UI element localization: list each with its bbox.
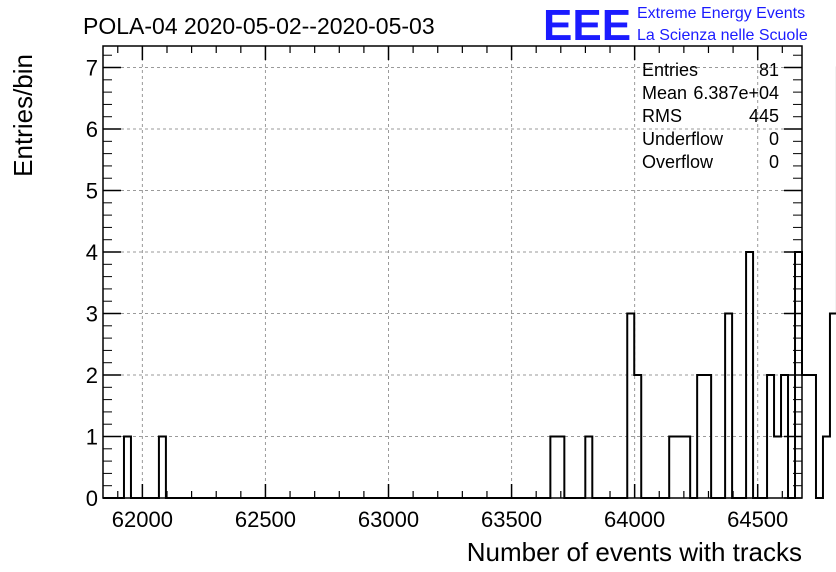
chart-title: POLA-04 2020-05-02--2020-05-03 (83, 13, 435, 39)
y-tick-label-2: 2 (86, 363, 98, 388)
x-tick-label-5: 64500 (727, 507, 788, 532)
bin-69 (585, 437, 592, 498)
bin-101 (809, 375, 816, 498)
eee-logo-line2: La Scienza nelle Scuole (637, 27, 808, 44)
bin-103 (823, 437, 830, 498)
histogram-series (103, 66, 836, 499)
axis-ticks (103, 46, 802, 499)
bin-75 (627, 314, 634, 498)
stats-value-4: 0 (769, 152, 779, 172)
y-tick-label-5: 5 (86, 179, 98, 204)
x-tick-label-1: 62500 (235, 507, 296, 532)
y-tick-label-6: 6 (86, 117, 98, 142)
bin-81 (669, 437, 676, 498)
y-tick-label-4: 4 (86, 240, 98, 265)
x-tick-label-3: 63500 (481, 507, 542, 532)
stats-value-2: 445 (749, 106, 779, 126)
stats-box: Entries 81 Mean 6.387e+04 RMS 445 Underflow 0 Ov… (642, 60, 779, 172)
eee-logo: EEE Extreme Energy Events La Scienza nel… (543, 1, 808, 50)
bin-100 (802, 375, 809, 498)
plot-frame (102, 45, 803, 499)
bin-83 (683, 437, 690, 498)
stats-value-3: 0 (769, 129, 779, 149)
stats-value-1: 6.387e+04 (693, 83, 779, 103)
x-tick-label-0: 62000 (112, 507, 173, 532)
bin-8 (159, 437, 166, 498)
stats-value-0: 81 (759, 60, 779, 80)
stats-label-0: Entries (642, 60, 698, 80)
bin-65 (557, 437, 564, 498)
bin-96 (774, 437, 781, 498)
bin-3 (124, 437, 131, 498)
y-tick-label-3: 3 (86, 302, 98, 327)
histogram-outline (103, 66, 836, 499)
stats-label-1: Mean (642, 83, 687, 103)
bin-89 (725, 314, 732, 498)
y-tick-label-1: 1 (86, 425, 98, 450)
y-tick-label-7: 7 (86, 56, 98, 81)
bin-64 (550, 437, 557, 498)
stats-label-4: Overflow (642, 152, 714, 172)
bin-82 (676, 437, 683, 498)
eee-logo-mark: EEE (543, 1, 631, 50)
stats-label-3: Underflow (642, 129, 724, 149)
grid-lines (103, 46, 802, 498)
tick-labels: 62000 62500 63000 63500 64000 64500 0 1 2 3 4 5 6 7 (86, 56, 789, 532)
y-tick-label-0: 0 (86, 486, 98, 511)
y-axis-label: Entries/bin (8, 54, 38, 177)
eee-logo-line1: Extreme Energy Events (637, 5, 805, 22)
x-tick-label-2: 63000 (358, 507, 419, 532)
x-tick-label-4: 64000 (604, 507, 665, 532)
plot-border (102, 45, 803, 499)
x-axis-label: Number of events with tracks (467, 537, 802, 567)
stats-label-2: RMS (642, 106, 682, 126)
